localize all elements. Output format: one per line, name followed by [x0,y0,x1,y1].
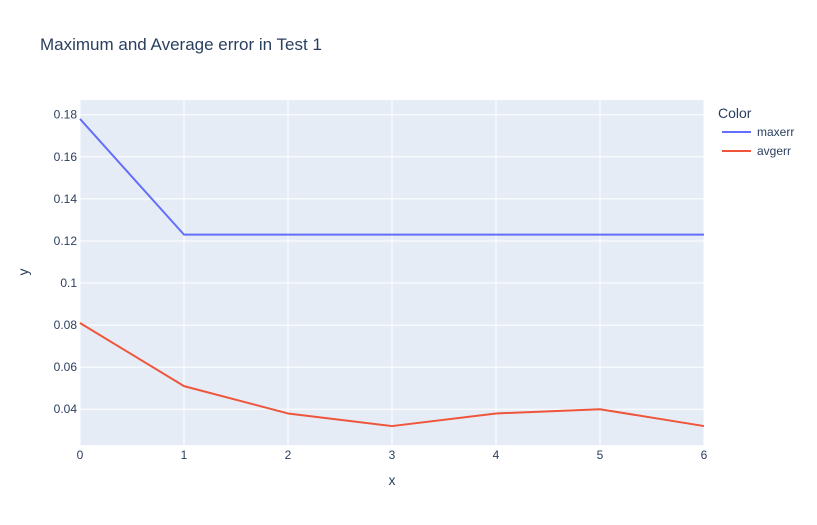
gridlines [79,100,705,445]
x-tick-label: 1 [181,448,188,462]
y-tick-label: 0.1 [60,276,77,290]
x-tick-label: 2 [285,448,292,462]
x-tick-label: 3 [389,448,396,462]
y-tick-label: 0.08 [54,318,78,332]
y-tick-label: 0.06 [54,360,78,374]
y-tick-label: 0.18 [54,108,78,122]
legend-title: Color [718,105,752,121]
x-axis-title: x [389,472,396,488]
chart-title: Maximum and Average error in Test 1 [40,35,322,54]
x-tick-label: 0 [77,448,84,462]
legend-label-avgerr: avgerr [757,144,791,158]
y-tick-label: 0.16 [54,150,78,164]
y-tick-label: 0.04 [54,402,78,416]
x-tick-label: 5 [597,448,604,462]
x-tick-label: 6 [701,448,708,462]
legend: Color maxerr avgerr [718,105,794,158]
y-tick-label: 0.14 [54,192,78,206]
y-axis-ticks: 0.04 0.06 0.08 0.1 0.12 0.14 0.16 0.18 [54,108,78,417]
y-tick-label: 0.12 [54,234,78,248]
legend-label-maxerr: maxerr [757,125,794,139]
x-tick-label: 4 [493,448,500,462]
x-axis-ticks: 0 1 2 3 4 5 6 [77,448,708,462]
y-axis-title: y [15,269,31,276]
series-lines [79,118,705,428]
